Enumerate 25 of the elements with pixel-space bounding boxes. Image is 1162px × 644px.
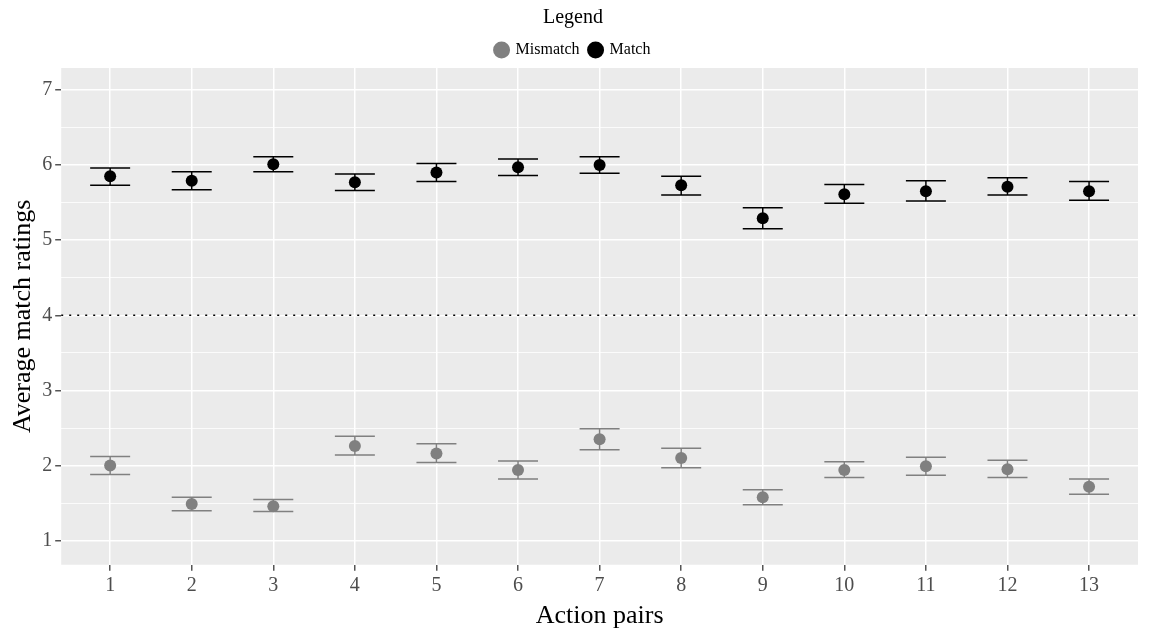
x-tick-label: 6: [513, 573, 524, 596]
x-tick-label: 11: [916, 573, 936, 596]
y-tick-label: 1: [42, 528, 53, 550]
y-tick-label: 3: [42, 377, 53, 400]
y-tick-label: 2: [42, 452, 53, 475]
legend-label: Mismatch: [515, 40, 580, 58]
x-tick-label: 12: [997, 573, 1018, 596]
y-tick-label: 7: [42, 77, 53, 100]
x-tick-label: 3: [268, 573, 279, 596]
y-tick-label: 5: [42, 227, 53, 250]
x-tick-label: 13: [1079, 573, 1100, 596]
x-tick-label: 10: [834, 573, 855, 596]
x-tick-label: 5: [431, 573, 442, 596]
x-tick-label: 2: [186, 573, 197, 596]
x-axis-title: Action pairs: [535, 600, 664, 630]
x-tick-label: 1: [105, 573, 116, 596]
x-tick-label: 9: [757, 573, 768, 596]
y-tick-label: 6: [42, 152, 53, 175]
y-tick-label: 4: [42, 302, 53, 325]
x-tick-label: 4: [349, 573, 360, 596]
x-tick-label: 7: [594, 573, 605, 596]
legend-title: Legend: [543, 5, 603, 29]
y-axis-title: Average match ratings: [7, 199, 37, 434]
x-tick-label: 8: [676, 573, 687, 596]
legend-label: Match: [609, 40, 651, 58]
